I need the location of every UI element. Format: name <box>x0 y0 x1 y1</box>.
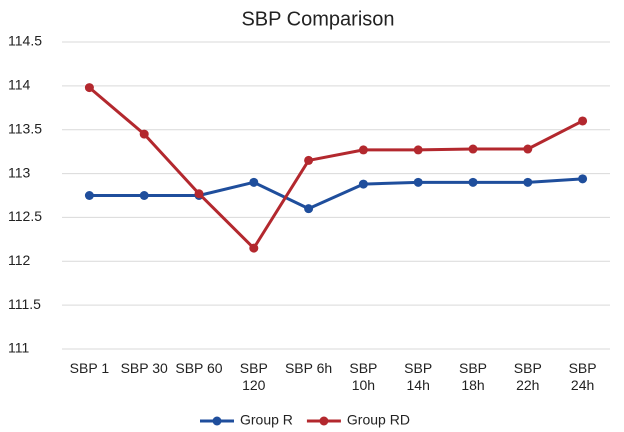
y-tick-label: 113.5 <box>8 120 42 136</box>
series-line <box>88 86 584 250</box>
legend-marker <box>212 416 222 426</box>
x-tick-label: SBP 120 <box>239 360 268 393</box>
x-tick-label: SBP 14h <box>404 360 433 393</box>
y-tick-label: 111.5 <box>8 296 41 312</box>
data-point <box>578 174 588 184</box>
data-point <box>304 155 314 165</box>
x-tick-label: SBP 30 <box>120 360 168 376</box>
x-tick-label: SBP 24h <box>568 360 597 393</box>
data-point <box>413 145 423 155</box>
legend-label: Group RD <box>347 412 410 428</box>
data-point <box>139 191 149 200</box>
data-point <box>304 204 314 214</box>
y-tick-label: 113 <box>8 164 31 180</box>
data-point <box>358 145 368 155</box>
y-tick-label: 114.5 <box>8 33 42 49</box>
data-point <box>413 177 423 187</box>
legend-marker <box>319 416 329 426</box>
chart-title: SBP Comparison <box>241 8 394 30</box>
y-tick-label: 112 <box>8 252 31 268</box>
data-point <box>139 129 149 139</box>
data-point <box>249 177 259 187</box>
data-point <box>523 177 533 187</box>
data-point <box>194 189 204 199</box>
data-point <box>578 116 588 126</box>
y-tick-label: 114 <box>8 77 31 93</box>
data-point <box>358 179 368 189</box>
x-tick-label: SBP 18h <box>458 360 487 393</box>
data-point <box>249 243 259 253</box>
x-tick-label: SBP 1 <box>69 360 110 376</box>
data-point <box>523 144 533 154</box>
data-point <box>468 177 478 187</box>
series-line <box>89 177 583 211</box>
y-tick-label: 112.5 <box>8 208 42 224</box>
x-tick-label: SBP 60 <box>175 360 223 376</box>
x-tick-label: SBP 22h <box>513 360 542 393</box>
data-point <box>84 191 94 200</box>
x-tick-label: SBP 10h <box>349 360 378 393</box>
x-tick-label: SBP 6h <box>284 360 333 376</box>
y-tick-label: 111 <box>8 340 29 356</box>
data-point <box>468 144 478 154</box>
data-point <box>84 83 94 93</box>
legend-label: Group R <box>240 412 293 428</box>
